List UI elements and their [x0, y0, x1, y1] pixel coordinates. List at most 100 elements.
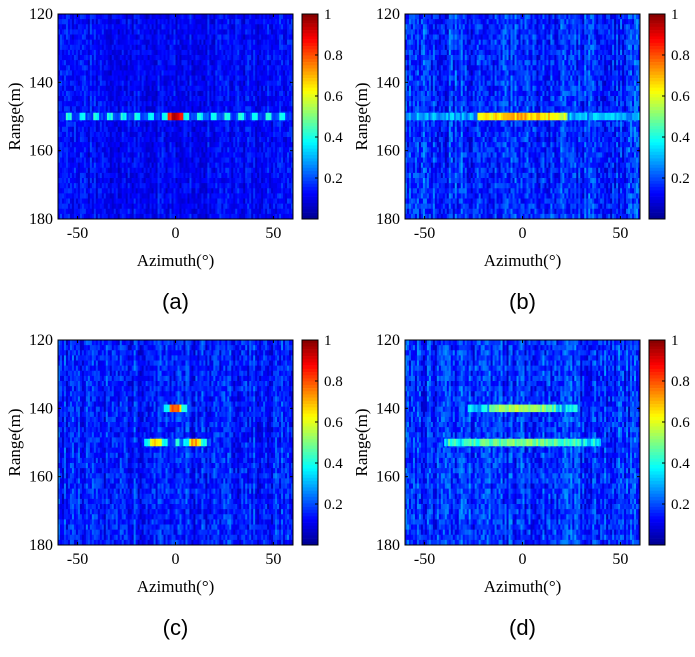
noise-cell: [215, 106, 217, 111]
noise-cell: [66, 122, 68, 127]
noise-cell: [191, 204, 193, 209]
noise-cell: [144, 152, 146, 157]
noise-cell: [106, 60, 108, 65]
noise-cell: [68, 35, 70, 40]
noise-cell: [106, 81, 108, 86]
noise-cell: [235, 35, 237, 40]
noise-cell: [261, 137, 263, 142]
noise-cell: [255, 183, 257, 188]
noise-cell: [160, 101, 162, 106]
noise-cell: [168, 127, 170, 132]
noise-cell: [239, 214, 241, 219]
noise-cell: [120, 106, 122, 111]
noise-cell: [164, 142, 166, 147]
noise-cell: [283, 199, 285, 204]
noise-cell: [201, 183, 203, 188]
noise-cell: [176, 81, 178, 86]
noise-cell: [205, 76, 207, 81]
noise-cell: [285, 29, 287, 34]
noise-cell: [112, 91, 114, 96]
noise-cell: [96, 50, 98, 55]
noise-cell: [96, 168, 98, 173]
noise-cell: [199, 45, 201, 50]
noise-cell: [233, 142, 235, 147]
noise-cell: [201, 142, 203, 147]
noise-cell: [265, 45, 267, 50]
noise-cell: [255, 199, 257, 204]
noise-cell: [148, 40, 150, 45]
noise-cell: [90, 76, 92, 81]
noise-cell: [261, 55, 263, 60]
noise-cell: [225, 178, 227, 183]
noise-cell: [152, 163, 154, 168]
noise-cell: [174, 29, 176, 34]
noise-cell: [225, 14, 227, 19]
noise-cell: [253, 183, 255, 188]
noise-cell: [209, 91, 211, 96]
noise-cell: [120, 204, 122, 209]
noise-cell: [136, 183, 138, 188]
noise-cell: [285, 168, 287, 173]
noise-cell: [108, 96, 110, 101]
noise-cell: [164, 35, 166, 40]
noise-cell: [225, 152, 227, 157]
noise-cell: [60, 106, 62, 111]
noise-cell: [229, 199, 231, 204]
noise-cell: [255, 204, 257, 209]
noise-cell: [176, 158, 178, 163]
target-cell: [85, 113, 87, 121]
noise-cell: [281, 70, 283, 75]
noise-cell: [253, 65, 255, 70]
noise-cell: [172, 209, 174, 214]
noise-cell: [211, 35, 213, 40]
noise-cell: [275, 35, 277, 40]
noise-cell: [285, 183, 287, 188]
noise-cell: [150, 168, 152, 173]
noise-cell: [183, 40, 185, 45]
noise-cell: [148, 24, 150, 29]
noise-cell: [273, 137, 275, 142]
noise-cell: [118, 101, 120, 106]
target-cell: [248, 113, 250, 121]
noise-cell: [154, 19, 156, 24]
noise-cell: [231, 204, 233, 209]
noise-cell: [189, 147, 191, 152]
noise-cell: [86, 101, 88, 106]
noise-cell: [189, 193, 191, 198]
noise-cell: [118, 127, 120, 132]
noise-cell: [209, 65, 211, 70]
noise-cell: [72, 50, 74, 55]
noise-cell: [203, 214, 205, 219]
noise-cell: [130, 35, 132, 40]
noise-cell: [122, 147, 124, 152]
noise-cell: [160, 14, 162, 19]
noise-cell: [277, 60, 279, 65]
noise-cell: [62, 101, 64, 106]
noise-cell: [110, 29, 112, 34]
noise-cell: [177, 204, 179, 209]
noise-cell: [273, 29, 275, 34]
noise-cell: [281, 183, 283, 188]
noise-cell: [116, 209, 118, 214]
noise-cell: [92, 122, 94, 127]
noise-cell: [72, 24, 74, 29]
noise-cell: [116, 122, 118, 127]
noise-cell: [269, 163, 271, 168]
noise-cell: [112, 106, 114, 111]
noise-cell: [134, 101, 136, 106]
noise-cell: [174, 70, 176, 75]
noise-cell: [74, 29, 76, 34]
colorbar-segment: [302, 181, 318, 185]
noise-cell: [179, 122, 181, 127]
noise-cell: [197, 29, 199, 34]
noise-cell: [275, 106, 277, 111]
noise-cell: [223, 14, 225, 19]
noise-cell: [285, 55, 287, 60]
noise-cell: [265, 24, 267, 29]
noise-cell: [233, 40, 235, 45]
noise-cell: [279, 65, 281, 70]
noise-cell: [253, 24, 255, 29]
noise-cell: [247, 106, 249, 111]
noise-cell: [86, 173, 88, 178]
noise-cell: [146, 158, 148, 163]
